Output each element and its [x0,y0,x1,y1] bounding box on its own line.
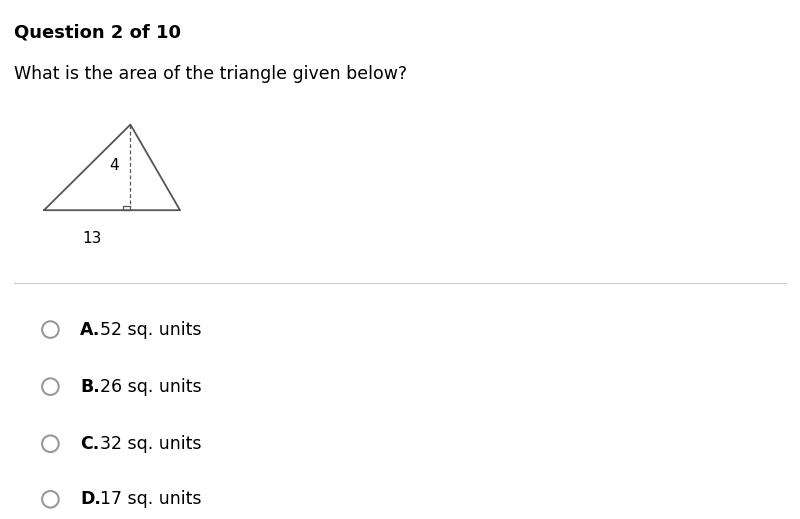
Text: 26 sq. units: 26 sq. units [100,378,202,395]
Text: Question 2 of 10: Question 2 of 10 [14,23,182,42]
Text: B.: B. [80,378,100,395]
Text: 17 sq. units: 17 sq. units [100,490,202,508]
Text: A.: A. [80,321,100,338]
Text: 52 sq. units: 52 sq. units [100,321,202,338]
Text: 13: 13 [82,231,102,246]
Text: What is the area of the triangle given below?: What is the area of the triangle given b… [14,65,407,83]
Text: 32 sq. units: 32 sq. units [100,435,202,453]
Text: 4: 4 [109,158,118,172]
Text: D.: D. [80,490,101,508]
Text: C.: C. [80,435,99,453]
